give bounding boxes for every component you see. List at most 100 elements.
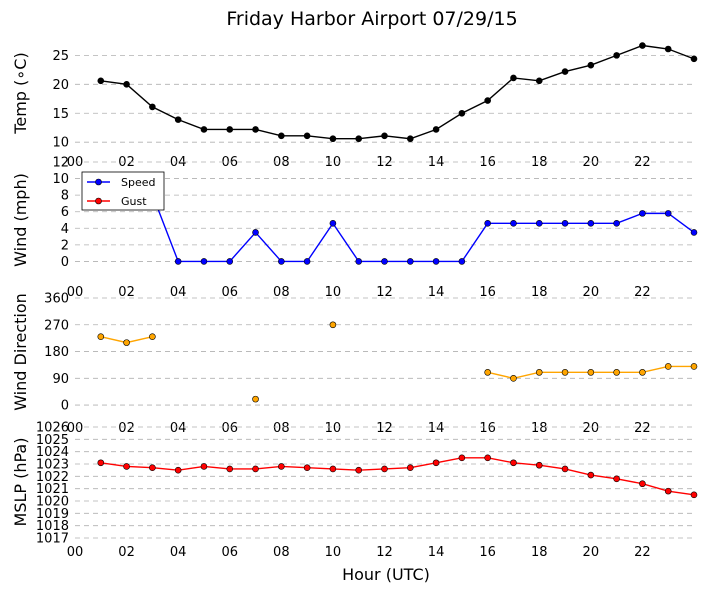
series-line <box>100 457 695 496</box>
data-point <box>355 466 363 474</box>
data-point <box>278 463 285 470</box>
panel-3: 0 90 180 270 360 00 02 04 06 08 10 12 14 16 18 20 22 Wind… <box>11 292 698 436</box>
x-tick-label: 14 <box>428 421 445 436</box>
chart-title: Friday Harbor Airport 07/29/15 <box>226 8 517 30</box>
data-point <box>535 77 543 85</box>
data-point <box>484 220 491 227</box>
series-line <box>100 44 695 140</box>
y-tick-label: 10 <box>52 172 69 187</box>
data-point <box>381 465 388 473</box>
data-point <box>535 369 543 376</box>
data-point <box>329 465 337 473</box>
data-point <box>97 333 105 340</box>
x-tick-label: 14 <box>428 155 445 170</box>
data-point <box>535 461 543 469</box>
y-tick-label: 1024 <box>36 445 69 460</box>
data-point <box>278 258 285 265</box>
x-tick-label: 22 <box>634 285 651 300</box>
y-tick-label: 270 <box>44 318 69 333</box>
data-point <box>639 480 646 488</box>
y-tick-label: 6 <box>61 205 69 220</box>
data-point <box>278 132 285 140</box>
y-tick-label: 1021 <box>36 482 69 497</box>
x-tick-label: 12 <box>376 285 393 300</box>
data-point <box>381 132 388 140</box>
y-tick-label: 1026 <box>36 421 69 436</box>
data-point <box>587 220 595 227</box>
data-point <box>432 258 440 265</box>
x-tick-label: 18 <box>531 155 548 170</box>
data-point <box>355 258 363 265</box>
data-point <box>690 491 698 499</box>
data-point <box>664 45 672 53</box>
y-tick-label: 1018 <box>36 519 69 534</box>
x-tick-label: 12 <box>376 421 393 436</box>
legend-marker <box>95 178 102 186</box>
legend-marker <box>95 197 102 205</box>
x-tick-label: 10 <box>325 421 342 436</box>
y-tick-label: 90 <box>52 372 69 387</box>
panel-4: 1017101810191020102110221023102410251026… <box>11 421 698 560</box>
x-tick-label: 18 <box>531 285 548 300</box>
data-point <box>303 464 311 472</box>
data-point <box>613 369 620 376</box>
x-tick-label: 12 <box>376 545 393 560</box>
x-tick-label: 22 <box>634 545 651 560</box>
data-point <box>174 466 182 474</box>
data-point <box>252 395 259 403</box>
data-point <box>252 465 259 473</box>
x-tick-label: 20 <box>583 545 600 560</box>
x-tick-label: 04 <box>170 285 187 300</box>
data-point <box>329 135 337 143</box>
x-tick-label: 12 <box>376 155 393 170</box>
data-point <box>226 126 234 133</box>
data-point <box>406 258 414 265</box>
y-axis-label: Wind Direction <box>11 293 30 411</box>
series-line <box>100 193 695 263</box>
x-tick-label: 20 <box>583 421 600 436</box>
data-point <box>200 463 208 470</box>
x-tick-label: 14 <box>428 545 445 560</box>
x-tick-label: 10 <box>325 285 342 300</box>
x-tick-label: 02 <box>118 155 135 170</box>
data-point <box>613 475 620 483</box>
x-tick-label: 20 <box>583 155 600 170</box>
x-tick-label: 02 <box>118 285 135 300</box>
data-point <box>664 363 672 370</box>
x-tick-label: 08 <box>273 545 290 560</box>
data-point <box>252 126 259 133</box>
y-tick-label: 0 <box>61 399 69 414</box>
x-tick-label: 20 <box>583 285 600 300</box>
y-tick-label: 25 <box>52 49 69 64</box>
x-tick-label: 04 <box>170 155 187 170</box>
x-tick-label: 02 <box>118 545 135 560</box>
data-point <box>690 363 698 370</box>
data-point <box>174 258 182 265</box>
y-axis-label: Temp (∘C) <box>11 52 30 134</box>
x-tick-label: 16 <box>479 421 496 436</box>
x-tick-label: 08 <box>273 421 290 436</box>
data-point <box>123 339 130 346</box>
data-point <box>587 471 595 479</box>
y-tick-label: 1020 <box>36 495 69 510</box>
data-point <box>664 487 672 495</box>
data-point <box>484 97 491 104</box>
data-point <box>639 42 646 49</box>
data-point <box>510 220 517 227</box>
y-tick-label: 2 <box>61 238 69 253</box>
y-tick-label: 8 <box>61 189 69 204</box>
y-tick-label: 1017 <box>36 532 69 547</box>
y-tick-label: 1019 <box>36 507 69 522</box>
y-tick-label: 12 <box>52 156 69 171</box>
x-tick-label: 06 <box>221 421 238 436</box>
data-point <box>561 369 569 376</box>
x-axis-label: Hour (UTC) <box>342 565 430 584</box>
data-point <box>510 375 517 382</box>
data-point <box>303 132 311 140</box>
y-tick-label: 20 <box>52 78 69 93</box>
data-point <box>664 210 672 217</box>
x-tick-label: 08 <box>273 285 290 300</box>
data-point <box>123 81 130 88</box>
